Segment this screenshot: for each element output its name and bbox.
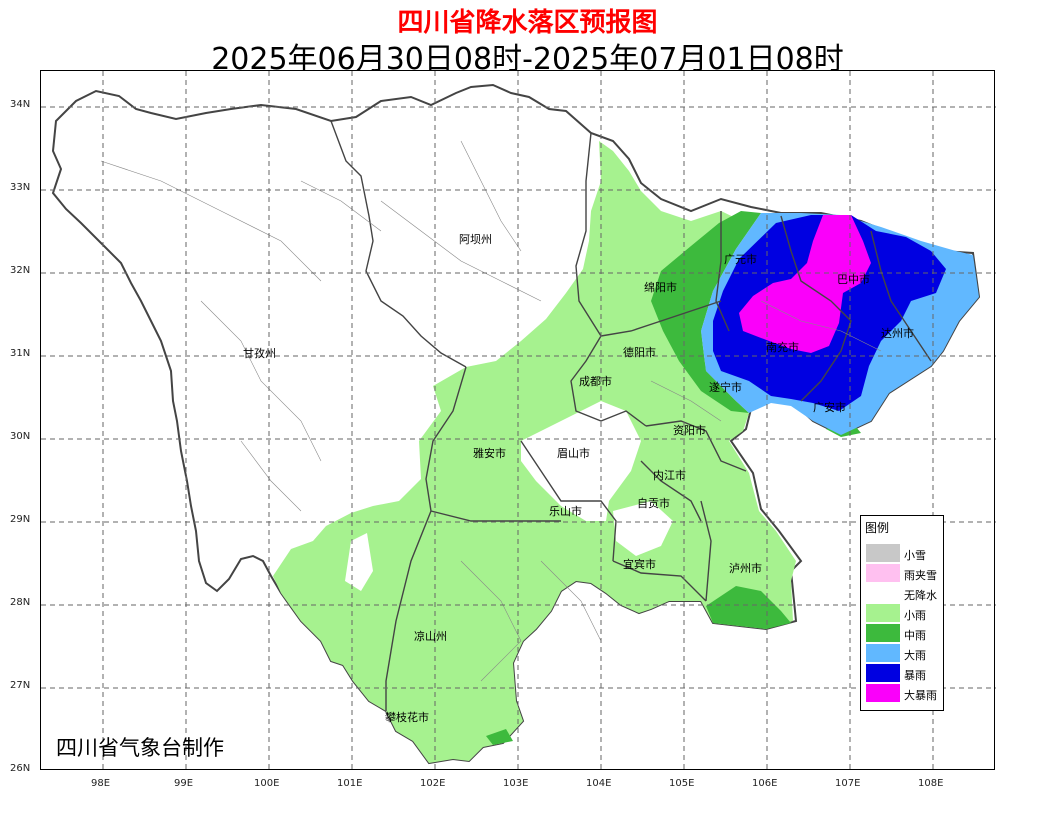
credit-text: 四川省气象台制作 — [56, 736, 224, 760]
legend-label: 大雨 — [904, 649, 926, 662]
lon-label: 102E — [420, 778, 446, 789]
prefecture-boundaries — [330, 120, 932, 711]
legend-title: 图例 — [865, 521, 890, 535]
no-rain-patch-chengdu — [521, 401, 641, 521]
city-panzhihua: 攀枝花市 — [385, 710, 429, 724]
legend-item: 小雪 — [866, 544, 946, 562]
legend-item: 无降水 — [866, 584, 946, 602]
lon-label: 108E — [918, 778, 944, 789]
city-deyang: 德阳市 — [623, 345, 656, 359]
city-yaan: 雅安市 — [473, 446, 506, 460]
precipitation-map: 阿坝州 甘孜州 绵阳市 广元市 巴中市 达州市 南充市 德阳市 成都市 遂宁市 … — [41, 71, 996, 771]
legend-label: 暴雨 — [904, 669, 926, 682]
lat-label: 26N — [10, 763, 31, 774]
legend-swatch — [866, 664, 900, 682]
city-dazhou: 达州市 — [881, 326, 914, 340]
legend-swatch — [866, 564, 900, 582]
lon-label: 100E — [254, 778, 280, 789]
lon-label: 104E — [586, 778, 612, 789]
lat-label: 33N — [10, 182, 31, 193]
map-legend: 图例 小雪 雨夹雪 无降水 小雨 中雨 大雨 暴雨 大暴雨 — [860, 515, 944, 711]
graticule — [41, 71, 996, 771]
city-nanchong: 南充市 — [766, 340, 799, 354]
lat-label: 34N — [10, 99, 31, 110]
legend-label: 无降水 — [904, 589, 937, 602]
legend-item: 大雨 — [866, 644, 946, 662]
legend-item: 中雨 — [866, 624, 946, 642]
legend-swatch — [866, 604, 900, 622]
lat-label: 29N — [10, 514, 31, 525]
county-boundaries — [100, 140, 882, 682]
city-ziyang: 资阳市 — [673, 423, 706, 437]
city-guangan: 广安市 — [813, 400, 846, 414]
city-meishan: 眉山市 — [557, 446, 590, 460]
city-liangshan: 凉山州 — [414, 629, 447, 643]
city-ganzi: 甘孜州 — [243, 346, 276, 360]
legend-item: 雨夹雪 — [866, 564, 946, 582]
legend-item: 大暴雨 — [866, 684, 946, 702]
lon-label: 99E — [174, 778, 194, 789]
no-rain-patch-south — [613, 501, 673, 556]
lat-label: 27N — [10, 680, 31, 691]
lon-label: 105E — [669, 778, 695, 789]
city-chengdu: 成都市 — [579, 374, 612, 388]
lon-label: 106E — [752, 778, 778, 789]
legend-item: 暴雨 — [866, 664, 946, 682]
city-neijiang: 内江市 — [653, 468, 686, 482]
lon-label: 107E — [835, 778, 861, 789]
legend-swatch — [866, 544, 900, 562]
legend-item: 小雨 — [866, 604, 946, 622]
lon-label: 101E — [337, 778, 363, 789]
lon-label: 98E — [91, 778, 111, 789]
map-area: 阿坝州 甘孜州 绵阳市 广元市 巴中市 达州市 南充市 德阳市 成都市 遂宁市 … — [40, 70, 996, 771]
city-suining: 遂宁市 — [709, 380, 742, 394]
lat-label: 30N — [10, 431, 31, 442]
lon-label: 103E — [503, 778, 529, 789]
city-labels: 阿坝州 甘孜州 绵阳市 广元市 巴中市 达州市 南充市 德阳市 成都市 遂宁市 … — [243, 232, 914, 724]
legend-swatch — [866, 624, 900, 642]
legend-label: 大暴雨 — [904, 689, 937, 702]
legend-label: 小雪 — [904, 549, 926, 562]
city-luzhou: 泸州市 — [729, 561, 762, 575]
city-aba: 阿坝州 — [459, 232, 492, 246]
city-leshan: 乐山市 — [549, 504, 582, 518]
legend-label: 小雨 — [904, 609, 926, 622]
moderate-rain-zone — [651, 211, 761, 413]
city-yibin: 宜宾市 — [623, 557, 656, 571]
moderate-rain-patch-sw — [706, 586, 791, 629]
legend-label: 中雨 — [904, 629, 926, 642]
lat-label: 32N — [10, 265, 31, 276]
city-mianyang: 绵阳市 — [644, 280, 677, 294]
city-bazhong: 巴中市 — [837, 272, 870, 286]
moderate-rain-patch-south — [486, 729, 513, 745]
legend-label: 雨夹雪 — [904, 569, 937, 582]
map-title: 四川省降水落区预报图 — [397, 8, 658, 38]
lat-label: 31N — [10, 348, 31, 359]
legend-swatch — [866, 584, 900, 602]
lat-label: 28N — [10, 597, 31, 608]
legend-swatch — [866, 684, 900, 702]
city-zigong: 自贡市 — [637, 496, 670, 510]
legend-swatch — [866, 644, 900, 662]
city-guangyuan: 广元市 — [724, 252, 757, 266]
